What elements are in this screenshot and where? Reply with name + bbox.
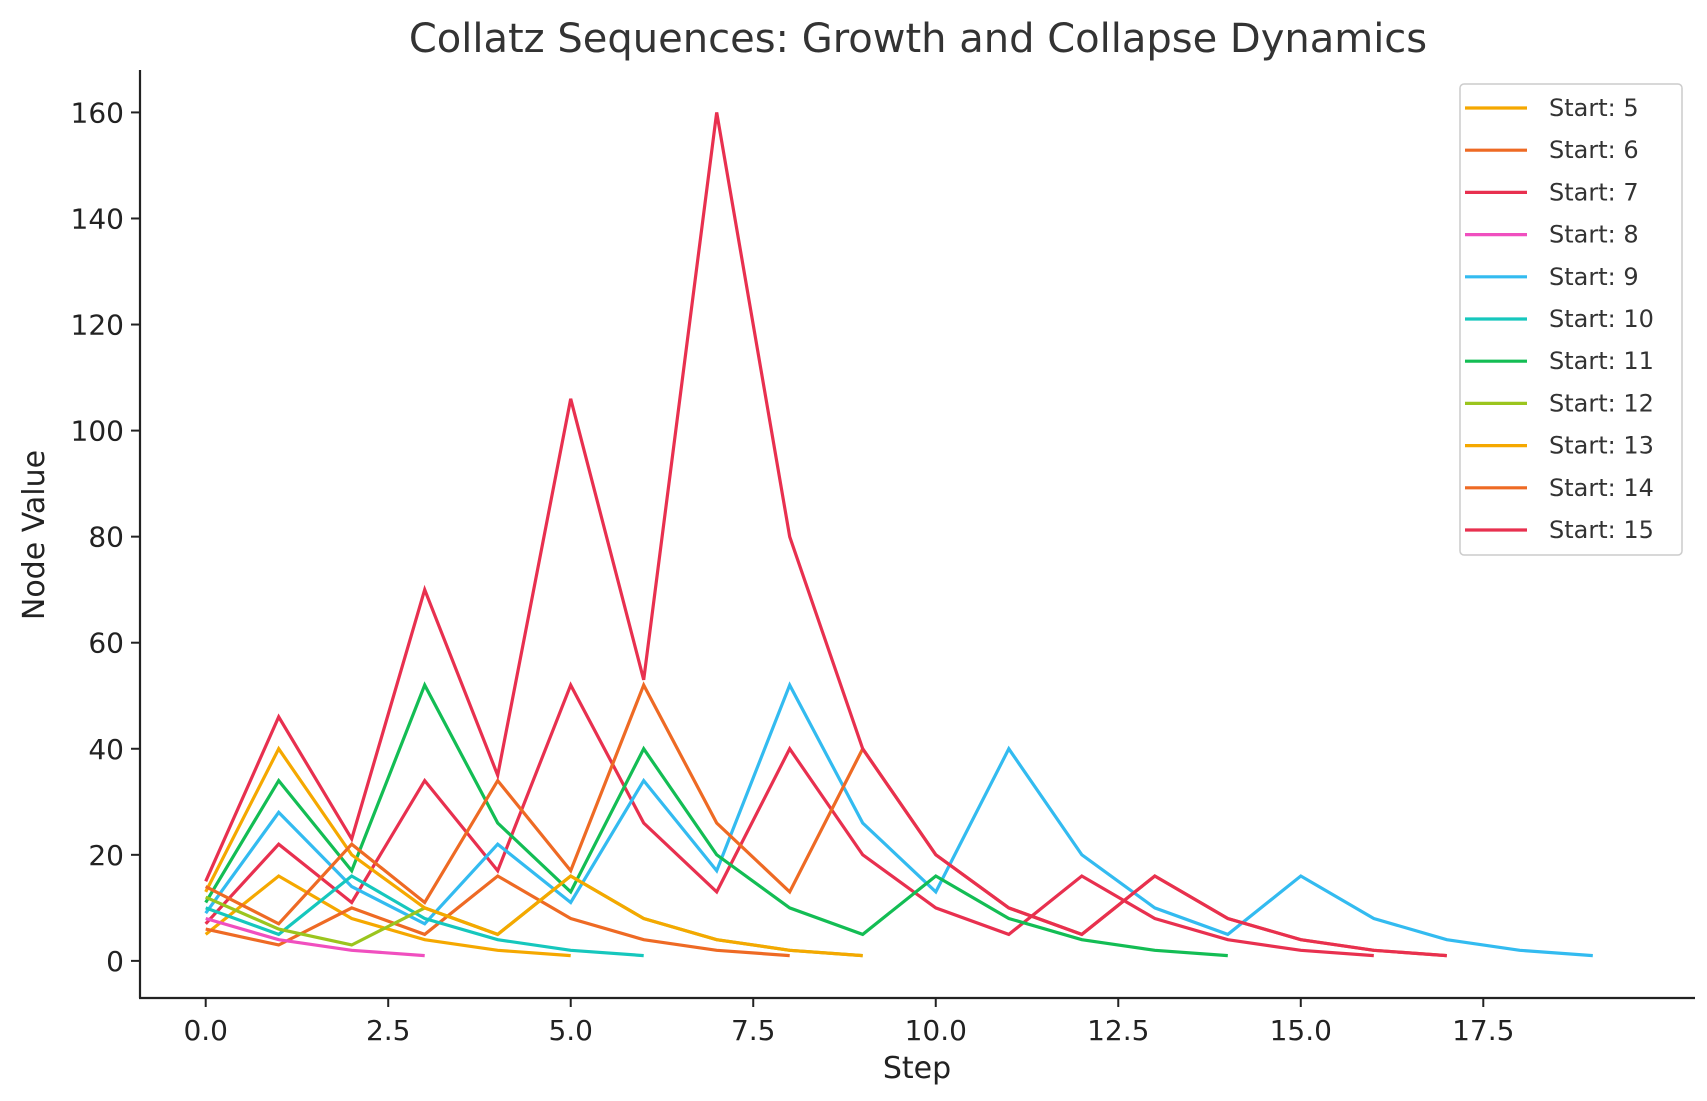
legend-label-6: Start: 10 [1549, 305, 1654, 333]
legend: Start: 5 Start: 6 Start: 7 Start: 8 Start: 9… [1459, 83, 1683, 556]
series-line-11 [204, 112, 1447, 958]
y-tick-label: 60 [88, 627, 124, 660]
legend-label-7: Start: 11 [1549, 347, 1654, 375]
y-ticks: 0 20 40 60 80 100 120 140 160 [71, 96, 140, 978]
x-tick-label: 10.0 [905, 1014, 967, 1047]
y-tick-label: 20 [88, 839, 124, 872]
series-line-3 [204, 681, 1374, 958]
legend-label-1: Start: 5 [1549, 94, 1639, 122]
y-tick-label: 0 [106, 945, 124, 978]
series-line-5 [204, 681, 1593, 958]
legend-label-10: Start: 14 [1549, 474, 1654, 502]
chart-title: Collatz Sequences: Growth and Collapse D… [409, 16, 1427, 62]
y-tick-label: 140 [71, 202, 124, 235]
y-tick-label: 40 [88, 733, 124, 766]
x-tick-label: 0.0 [183, 1014, 228, 1047]
series-line-4 [205, 916, 425, 958]
legend-items: Start: 5 Start: 6 Start: 7 Start: 8 Start: 9… [1465, 94, 1654, 544]
legend-label-8: Start: 12 [1549, 389, 1654, 417]
x-tick-label: 2.5 [366, 1014, 411, 1047]
y-tick-label: 100 [71, 415, 124, 448]
y-tick-label: 80 [88, 521, 124, 554]
series-line-7 [204, 681, 1228, 958]
legend-label-2: Start: 6 [1549, 136, 1639, 164]
x-axis-label: Step [883, 1051, 951, 1086]
legend-label-11: Start: 15 [1549, 516, 1654, 544]
series-line-9 [204, 745, 863, 958]
x-tick-label: 7.5 [731, 1014, 776, 1047]
series-line-6 [205, 874, 644, 958]
legend-label-4: Start: 8 [1549, 221, 1639, 249]
x-tick-label: 15.0 [1270, 1014, 1332, 1047]
x-ticks: 0.0 2.5 5.0 7.5 10.0 12.5 15.0 17.5 [183, 998, 1514, 1047]
series-line-2 [205, 874, 790, 958]
y-axis-label: Node Value [17, 450, 52, 620]
legend-label-9: Start: 13 [1549, 432, 1654, 460]
x-tick-label: 17.5 [1452, 1014, 1514, 1047]
series-line-1 [204, 874, 571, 958]
legend-box [1459, 83, 1683, 556]
legend-label-5: Start: 9 [1549, 263, 1639, 291]
x-tick-label: 12.5 [1087, 1014, 1149, 1047]
series-layer [204, 112, 1593, 958]
y-tick-label: 120 [71, 309, 124, 342]
legend-label-3: Start: 7 [1549, 178, 1639, 206]
y-tick-label: 160 [71, 96, 124, 129]
x-tick-label: 5.0 [548, 1014, 593, 1047]
